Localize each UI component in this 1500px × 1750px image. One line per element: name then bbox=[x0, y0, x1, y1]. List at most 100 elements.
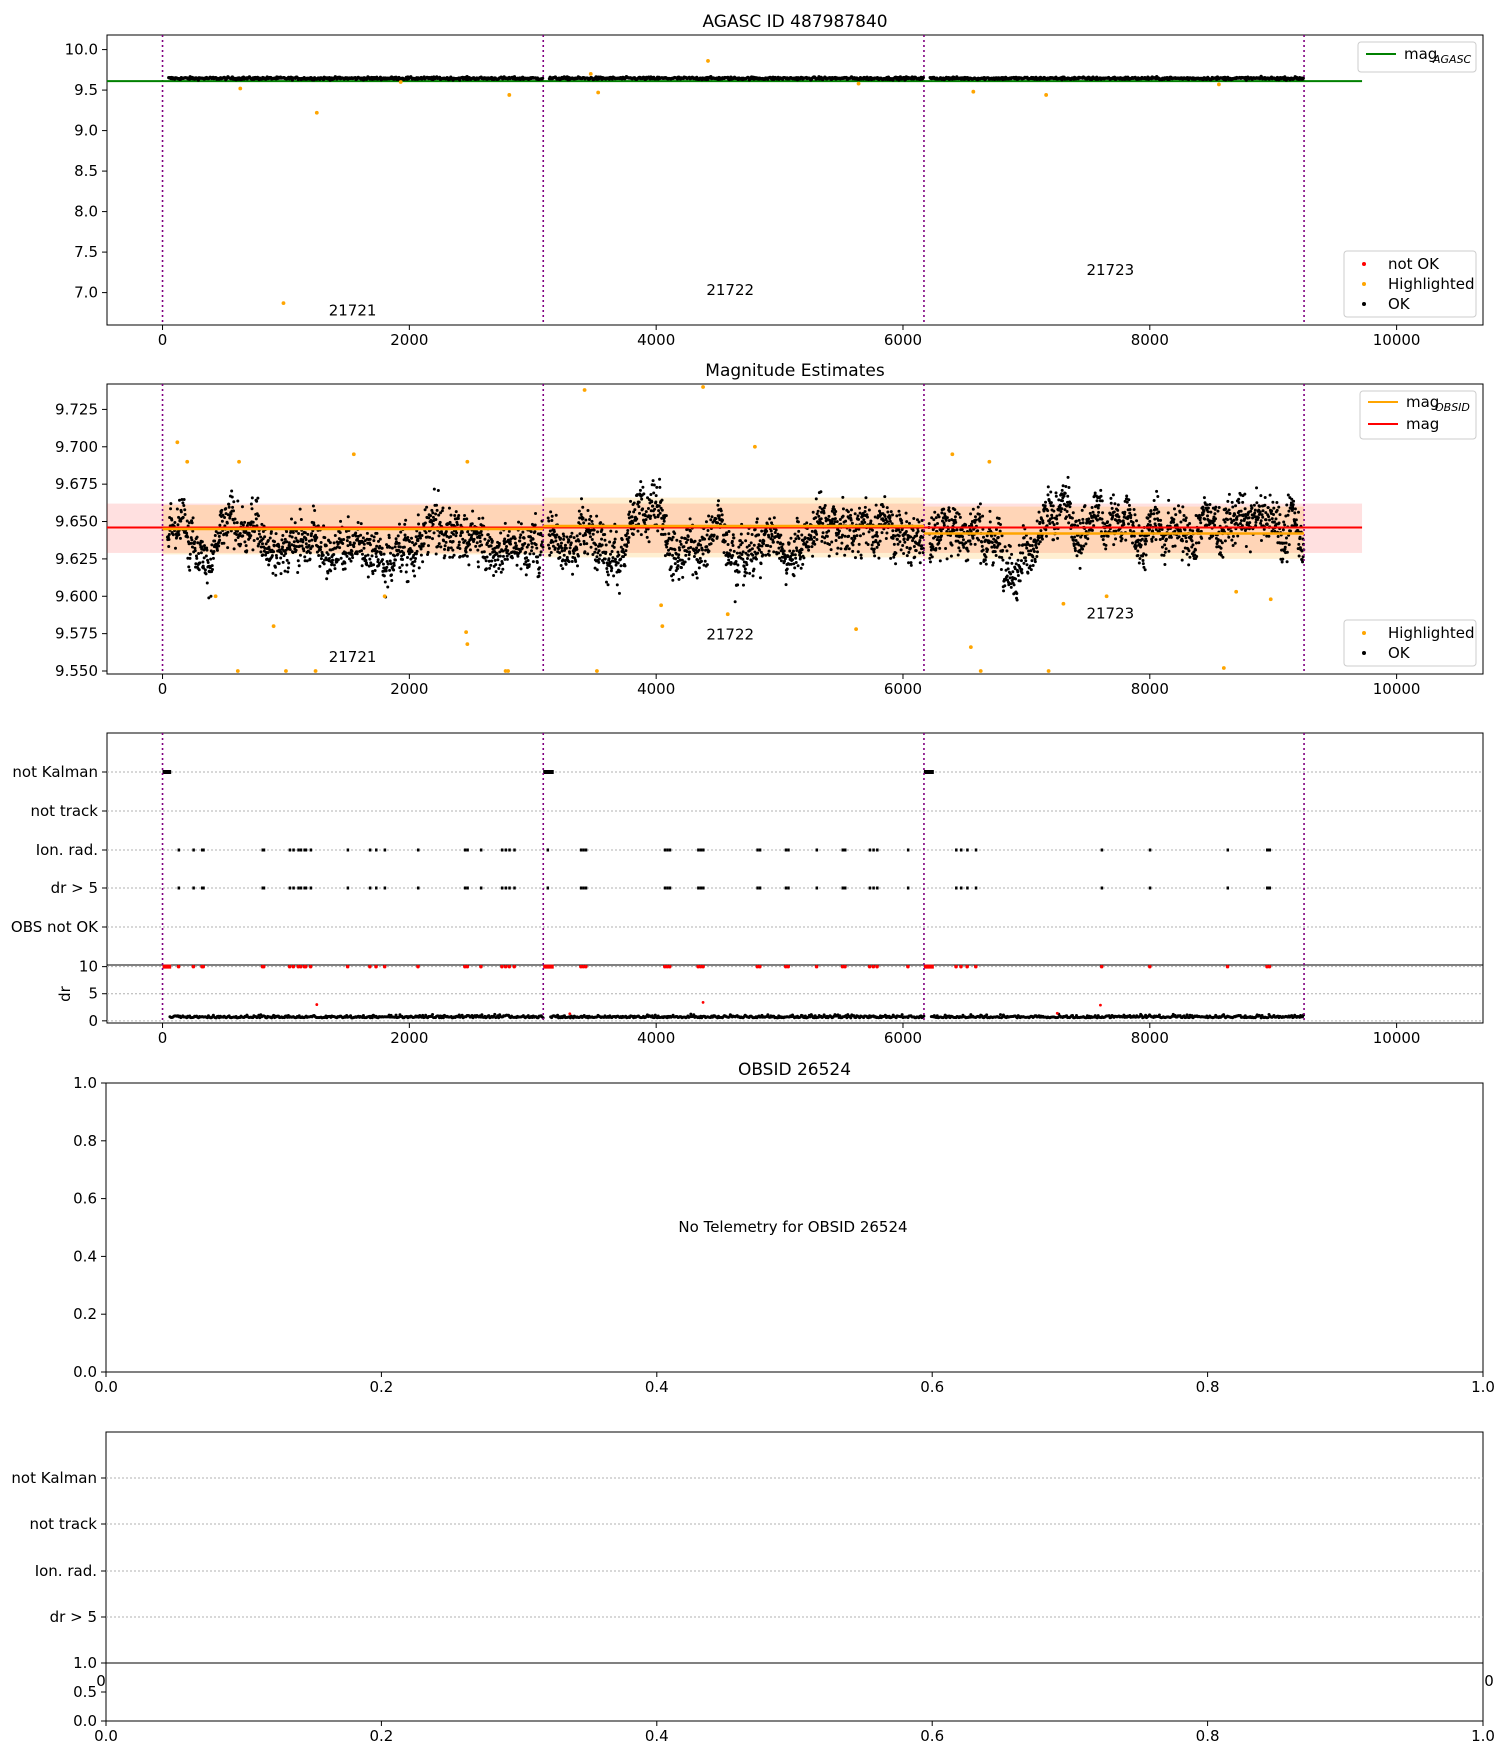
ok-point bbox=[815, 538, 819, 542]
ok-point bbox=[758, 539, 762, 543]
ok-point bbox=[234, 538, 238, 542]
x-tick-label: 8000 bbox=[1131, 680, 1169, 698]
ok-point bbox=[1117, 515, 1121, 519]
ok-point bbox=[374, 555, 378, 559]
ok-point bbox=[981, 548, 985, 552]
highlighted-point bbox=[398, 80, 403, 84]
ok-point bbox=[236, 499, 240, 503]
ok-point bbox=[756, 551, 760, 555]
ok-point bbox=[467, 563, 471, 567]
ok-point bbox=[667, 532, 671, 536]
ok-point bbox=[904, 530, 908, 534]
ok-point bbox=[715, 535, 719, 539]
ok-point bbox=[911, 528, 915, 532]
ok-point bbox=[741, 583, 745, 587]
ok-point bbox=[733, 600, 737, 604]
ok-point bbox=[389, 562, 393, 566]
ok-point bbox=[365, 531, 369, 535]
ok-point bbox=[1203, 517, 1207, 521]
ok-point bbox=[640, 497, 644, 501]
ok-point bbox=[1072, 544, 1076, 548]
ok-point bbox=[454, 510, 458, 514]
ok-point bbox=[169, 502, 173, 506]
ok-point bbox=[709, 518, 713, 522]
ok-point bbox=[1058, 503, 1062, 507]
ok-point bbox=[642, 492, 646, 496]
ok-point bbox=[1016, 573, 1020, 577]
ok-point bbox=[1099, 494, 1103, 498]
ok-point bbox=[211, 556, 215, 560]
ok-point bbox=[716, 521, 720, 525]
ok-point bbox=[977, 538, 981, 542]
ok-point bbox=[451, 548, 455, 552]
ok-point bbox=[687, 557, 691, 561]
ok-point bbox=[547, 546, 551, 550]
ok-point bbox=[321, 553, 325, 557]
ok-point bbox=[673, 562, 677, 566]
ok-point bbox=[188, 568, 192, 572]
ok-point bbox=[684, 553, 688, 557]
ok-point bbox=[881, 505, 885, 509]
ok-point bbox=[330, 561, 334, 565]
ok-point bbox=[1180, 558, 1184, 562]
ok-point bbox=[256, 537, 260, 541]
ok-point bbox=[680, 536, 684, 540]
ok-point bbox=[982, 535, 986, 539]
ok-point bbox=[1111, 514, 1115, 518]
ok-point bbox=[434, 517, 438, 521]
ok-point bbox=[524, 573, 528, 577]
ok-point bbox=[273, 540, 277, 544]
ok-point bbox=[1109, 501, 1113, 505]
ok-point bbox=[1200, 536, 1204, 540]
ok-point bbox=[465, 554, 469, 558]
ok-point bbox=[815, 532, 819, 536]
ok-point bbox=[604, 580, 608, 584]
ok-point bbox=[414, 542, 418, 546]
ok-point bbox=[1211, 534, 1215, 538]
ok-point bbox=[745, 571, 749, 575]
ok-point bbox=[547, 519, 551, 523]
ok-point bbox=[837, 529, 841, 533]
ok-point bbox=[590, 519, 594, 523]
ok-point bbox=[205, 548, 209, 552]
ok-point bbox=[576, 554, 580, 558]
ok-point bbox=[317, 554, 321, 558]
ok-point bbox=[447, 546, 451, 550]
ok-point bbox=[605, 570, 609, 574]
ok-point bbox=[435, 508, 439, 512]
ok-point bbox=[665, 542, 669, 546]
ok-point bbox=[287, 561, 291, 565]
ok-point bbox=[526, 558, 530, 562]
ok-point bbox=[1058, 513, 1062, 517]
ok-point bbox=[302, 549, 306, 553]
ok-point bbox=[863, 520, 867, 524]
ok-point bbox=[564, 546, 568, 550]
ok-point bbox=[705, 545, 709, 549]
ok-point bbox=[1056, 536, 1060, 540]
ok-point bbox=[442, 539, 446, 543]
ok-point bbox=[649, 492, 653, 496]
ok-point bbox=[637, 500, 641, 504]
ok-point bbox=[1123, 510, 1127, 514]
ok-point bbox=[811, 510, 815, 514]
ok-point bbox=[1138, 557, 1142, 561]
ok-point bbox=[870, 528, 874, 532]
ok-point bbox=[743, 567, 747, 571]
ok-point bbox=[559, 563, 563, 567]
ok-point bbox=[268, 536, 272, 540]
ok-point bbox=[814, 516, 818, 520]
x-tick-label: 2000 bbox=[390, 680, 428, 698]
highlighted-point bbox=[1217, 82, 1221, 87]
ok-point bbox=[1031, 555, 1035, 559]
ok-point bbox=[1093, 491, 1097, 495]
ok-point bbox=[907, 521, 911, 525]
ok-point bbox=[468, 542, 472, 546]
ok-point bbox=[1109, 496, 1113, 500]
ok-point bbox=[730, 539, 734, 543]
ok-point bbox=[1052, 509, 1056, 513]
ok-point bbox=[602, 561, 606, 565]
ok-point bbox=[928, 556, 932, 560]
ok-point bbox=[1066, 475, 1070, 479]
ok-point bbox=[1136, 549, 1140, 553]
